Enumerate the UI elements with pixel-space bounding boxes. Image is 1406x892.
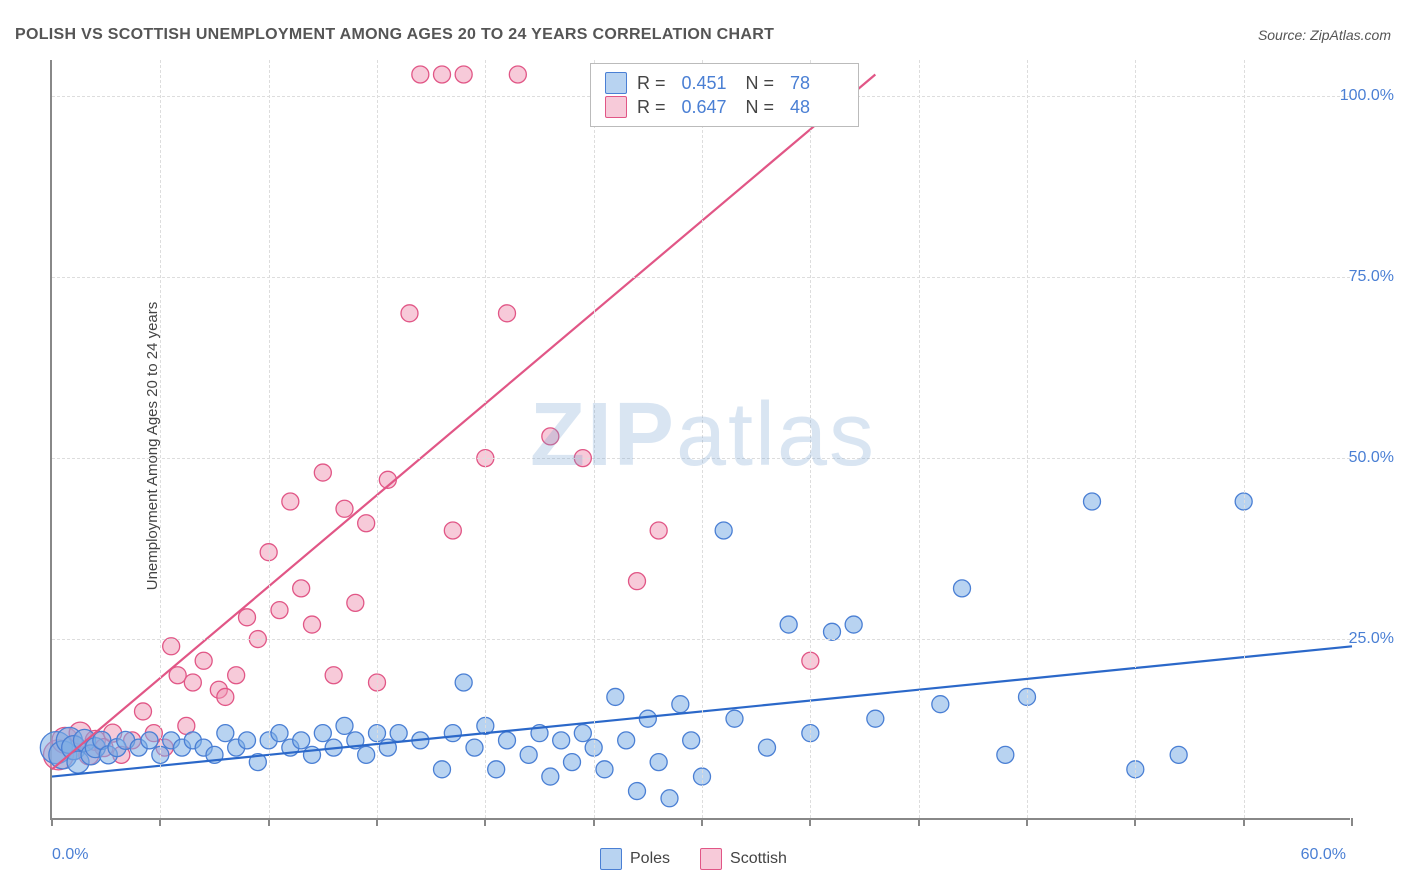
stat-R-label: R = — [637, 73, 666, 94]
stat-N-poles: 78 — [790, 73, 838, 94]
scatter-point — [217, 688, 234, 705]
scatter-point — [304, 616, 321, 633]
x-axis-max-label: 60.0% — [1301, 846, 1346, 864]
scatter-point — [650, 522, 667, 539]
scatter-point — [564, 754, 581, 771]
scatter-point — [163, 638, 180, 655]
legend-label-scottish: Scottish — [730, 850, 787, 868]
scatter-point — [867, 710, 884, 727]
scatter-point — [759, 739, 776, 756]
scatter-point — [780, 616, 797, 633]
scatter-point — [997, 746, 1014, 763]
scatter-point — [434, 761, 451, 778]
scatter-point — [824, 623, 841, 640]
scatter-point — [135, 703, 152, 720]
scatter-point — [401, 305, 418, 322]
legend-item-scottish: Scottish — [700, 848, 787, 870]
scatter-point — [1170, 746, 1187, 763]
scatter-point — [293, 732, 310, 749]
scatter-point — [629, 783, 646, 800]
swatch-scottish-bottom — [700, 848, 722, 870]
stat-R-scottish: 0.647 — [682, 97, 730, 118]
scatter-point — [845, 616, 862, 633]
scatter-point — [282, 493, 299, 510]
scatter-point — [271, 602, 288, 619]
scatter-point — [672, 696, 689, 713]
scatter-point — [618, 732, 635, 749]
scatter-point — [715, 522, 732, 539]
scatter-point — [509, 66, 526, 83]
scatter-point — [358, 746, 375, 763]
scatter-point — [499, 305, 516, 322]
scatter-point — [607, 688, 624, 705]
scatter-point — [444, 725, 461, 742]
y-tick-label: 25.0% — [1349, 630, 1394, 648]
scatter-point — [325, 667, 342, 684]
chart-title: POLISH VS SCOTTISH UNEMPLOYMENT AMONG AG… — [15, 26, 774, 44]
scatter-point — [1084, 493, 1101, 510]
scatter-point — [358, 515, 375, 532]
scatter-point — [574, 725, 591, 742]
scatter-point — [499, 732, 516, 749]
scatter-point — [488, 761, 505, 778]
scatter-point — [596, 761, 613, 778]
swatch-scottish — [605, 96, 627, 118]
scatter-point — [455, 674, 472, 691]
swatch-poles-bottom — [600, 848, 622, 870]
stat-N-scottish: 48 — [790, 97, 838, 118]
stat-N-label-2: N = — [746, 97, 775, 118]
chart-source: Source: ZipAtlas.com — [1258, 27, 1391, 43]
scatter-svg — [52, 60, 1350, 818]
scatter-point — [629, 573, 646, 590]
scatter-point — [542, 428, 559, 445]
scatter-point — [347, 594, 364, 611]
scatter-point — [314, 725, 331, 742]
scatter-point — [293, 580, 310, 597]
stat-R-poles: 0.451 — [682, 73, 730, 94]
scatter-point — [239, 609, 256, 626]
scatter-point — [217, 725, 234, 742]
scatter-point — [932, 696, 949, 713]
scatter-point — [683, 732, 700, 749]
stats-legend-box: R = 0.451 N = 78 R = 0.647 N = 48 — [590, 63, 859, 127]
plot-area — [50, 60, 1350, 820]
scatter-point — [466, 739, 483, 756]
scatter-point — [336, 500, 353, 517]
scatter-point — [314, 464, 331, 481]
chart-header: POLISH VS SCOTTISH UNEMPLOYMENT AMONG AG… — [15, 20, 1391, 50]
scatter-point — [639, 710, 656, 727]
scatter-point — [520, 746, 537, 763]
scatter-point — [726, 710, 743, 727]
scatter-point — [954, 580, 971, 597]
scatter-point — [553, 732, 570, 749]
scatter-point — [141, 732, 158, 749]
stat-R-label-2: R = — [637, 97, 666, 118]
legend-item-poles: Poles — [600, 848, 670, 870]
y-tick-label: 75.0% — [1349, 268, 1394, 286]
scatter-point — [390, 725, 407, 742]
legend-label-poles: Poles — [630, 850, 670, 868]
scatter-point — [650, 754, 667, 771]
trend-line — [52, 74, 875, 769]
y-tick-label: 100.0% — [1340, 87, 1394, 105]
scatter-point — [271, 725, 288, 742]
scatter-point — [195, 652, 212, 669]
y-tick-label: 50.0% — [1349, 449, 1394, 467]
x-axis-min-label: 0.0% — [52, 846, 88, 864]
scatter-point — [455, 66, 472, 83]
stats-row-scottish: R = 0.647 N = 48 — [605, 96, 844, 118]
scatter-point — [412, 66, 429, 83]
scatter-point — [661, 790, 678, 807]
scatter-point — [228, 667, 245, 684]
scatter-point — [434, 66, 451, 83]
stat-N-label: N = — [746, 73, 775, 94]
scatter-point — [542, 768, 559, 785]
bottom-legend: Poles Scottish — [600, 848, 787, 870]
scatter-point — [336, 717, 353, 734]
scatter-point — [184, 674, 201, 691]
scatter-point — [239, 732, 256, 749]
scatter-point — [444, 522, 461, 539]
swatch-poles — [605, 72, 627, 94]
stats-row-poles: R = 0.451 N = 78 — [605, 72, 844, 94]
